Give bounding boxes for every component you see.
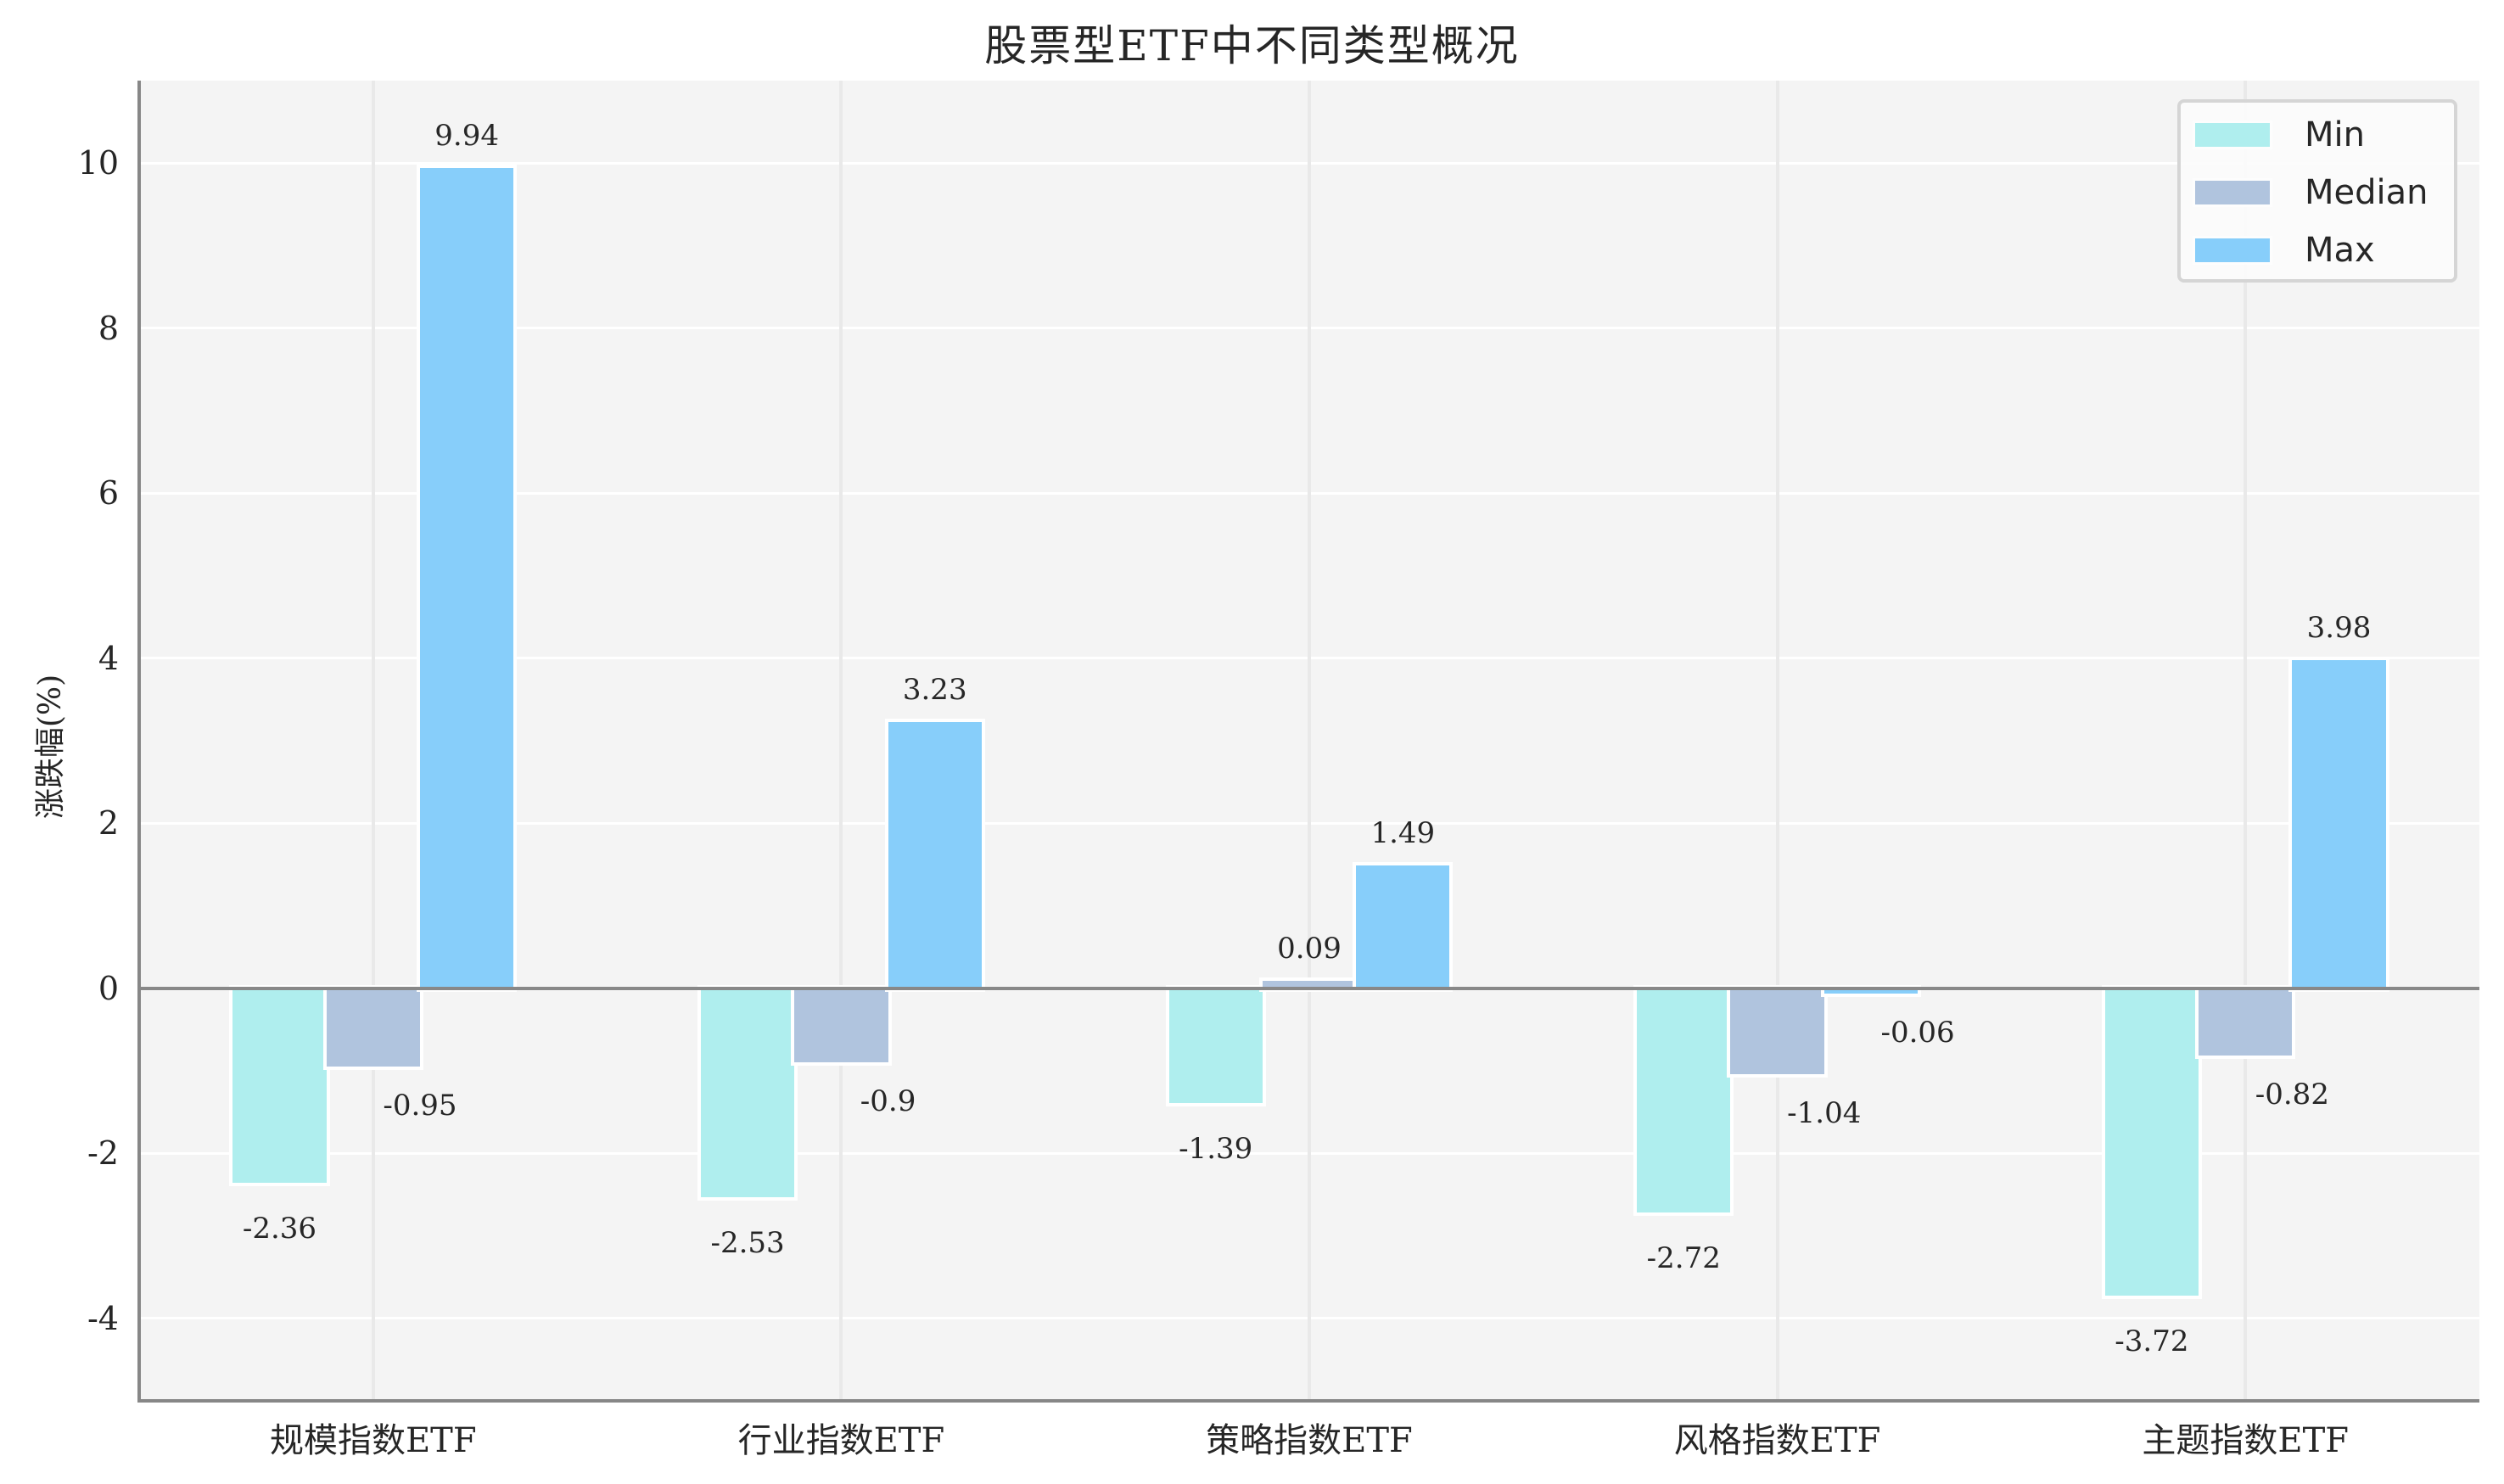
- value-label: -3.72: [2115, 1324, 2189, 1358]
- plot-area: -2.36 -2.53 -1.39 -2.72 -3.72 -0.95 -0.9 0.09 -1…: [139, 81, 2479, 1401]
- bar-min: [1165, 984, 1266, 1106]
- y-tick-label: 2: [98, 804, 119, 843]
- v-gridline: [839, 81, 843, 1401]
- y-axis-line: [137, 81, 141, 1403]
- v-gridline: [1308, 81, 1311, 1401]
- y-tick-label: -4: [87, 1299, 119, 1337]
- value-label: 3.23: [902, 672, 967, 707]
- bar-median: [322, 984, 423, 1071]
- value-label: -0.06: [1880, 1015, 1955, 1050]
- y-tick-label: -2: [87, 1134, 119, 1173]
- x-tick-label: 行业指数ETF: [737, 1421, 945, 1460]
- value-label: -0.9: [860, 1084, 916, 1119]
- zero-line: [139, 986, 2479, 990]
- v-gridline: [1775, 81, 1779, 1401]
- value-label: 1.49: [1370, 815, 1436, 850]
- x-tick-label: 风格指数ETF: [1673, 1421, 1881, 1460]
- legend-item-median: Median: [2193, 167, 2428, 218]
- x-axis-line: [137, 1399, 2479, 1403]
- x-tick-label: 主题指数ETF: [2142, 1421, 2350, 1460]
- y-tick-label: 0: [98, 969, 119, 1007]
- bar-max: [416, 165, 518, 992]
- legend-label-median: Median: [2305, 173, 2428, 212]
- bar-median: [791, 984, 892, 1067]
- x-tick-label: 规模指数ETF: [269, 1421, 477, 1460]
- bar-median: [2195, 984, 2296, 1060]
- legend-swatch-median: [2193, 178, 2272, 207]
- value-label: 9.94: [434, 119, 499, 154]
- bar-max: [1353, 861, 1454, 992]
- x-tick-label: 策略指数ETF: [1206, 1421, 1413, 1460]
- value-label: -0.82: [2255, 1078, 2329, 1112]
- y-tick-label: 10: [77, 144, 119, 182]
- value-label: -1.04: [1787, 1095, 1862, 1130]
- bar-max: [884, 718, 985, 992]
- bar-min: [697, 984, 798, 1201]
- value-label: 0.09: [1277, 931, 1342, 966]
- legend-label-max: Max: [2305, 231, 2375, 270]
- value-label: -1.39: [1179, 1131, 1253, 1166]
- y-tick-label: 8: [98, 309, 119, 347]
- y-axis-label: 涨跌幅(%): [33, 674, 68, 820]
- value-label: -2.72: [1646, 1241, 1721, 1276]
- chart-title: 股票型ETF中不同类型概况: [984, 21, 1520, 70]
- legend: Min Median Max: [2177, 99, 2457, 283]
- legend-item-min: Min: [2193, 109, 2365, 160]
- bar-max: [2288, 656, 2389, 992]
- bar-min: [1633, 984, 1734, 1217]
- legend-label-min: Min: [2305, 115, 2365, 154]
- legend-swatch-max: [2193, 236, 2272, 265]
- y-tick-label: 6: [98, 474, 119, 512]
- bar-median: [1727, 984, 1828, 1078]
- value-label: -2.36: [242, 1212, 317, 1246]
- value-label: -0.95: [383, 1089, 457, 1123]
- legend-swatch-min: [2193, 120, 2272, 149]
- y-tick-label: 4: [98, 639, 119, 677]
- v-gridline: [371, 81, 375, 1401]
- bar-min: [229, 984, 330, 1187]
- value-label: -2.53: [710, 1225, 785, 1260]
- legend-item-max: Max: [2193, 225, 2375, 276]
- v-gridline: [2244, 81, 2248, 1401]
- value-label: 3.98: [2306, 610, 2372, 645]
- bar-min: [2101, 984, 2203, 1299]
